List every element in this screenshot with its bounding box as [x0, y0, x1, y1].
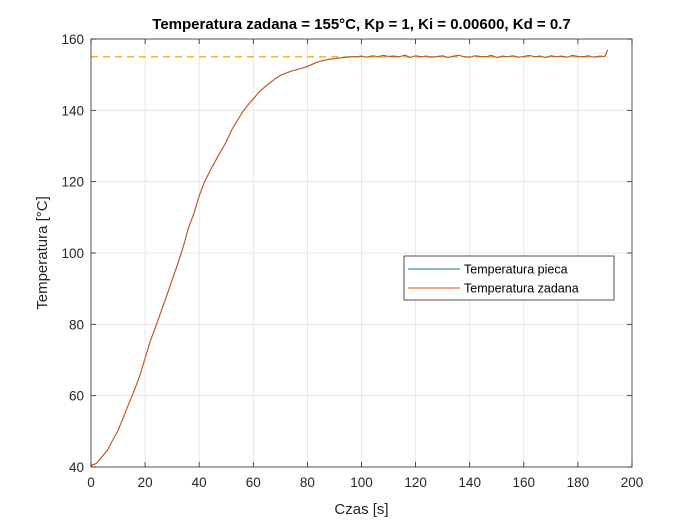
legend: Temperatura pieca Temperatura zadana [403, 255, 615, 301]
x-axis-title: Czas [s] [334, 501, 388, 518]
x-tick-label-60: 60 [246, 475, 261, 490]
x-tick-label-140: 140 [458, 475, 481, 490]
y-axis-title: Temperatura [°C] [34, 196, 51, 310]
ticks: 0 20 40 60 80 100 120 140 160 180 200 40 60 80 100 120 1… [61, 32, 643, 490]
x-tick-label-100: 100 [350, 475, 373, 490]
x-tick-label-200: 200 [621, 475, 644, 490]
x-tick-label-120: 120 [404, 475, 427, 490]
legend-box [403, 255, 615, 301]
legend-label-temperatura-pieca: Temperatura pieca [464, 263, 568, 277]
grid [91, 39, 632, 467]
series-layer [90, 49, 609, 467]
y-tick-label-40: 40 [69, 460, 84, 475]
y-tick-label-80: 80 [69, 317, 84, 332]
chart-title: Temperatura zadana = 155°C, Kp = 1, Ki =… [152, 16, 570, 33]
y-tick-label-160: 160 [61, 32, 84, 47]
x-tick-label-180: 180 [567, 475, 590, 490]
y-tick-label-120: 120 [61, 175, 84, 190]
y-tick-label-60: 60 [69, 389, 84, 404]
x-tick-label-40: 40 [192, 475, 207, 490]
x-tick-label-160: 160 [513, 475, 536, 490]
y-tick-label-140: 140 [61, 103, 84, 118]
x-tick-label-20: 20 [138, 475, 153, 490]
legend-label-temperatura-zadana: Temperatura zadana [464, 282, 579, 296]
series-line-temperatura-zadana [90, 49, 609, 467]
x-tick-label-0: 0 [87, 475, 95, 490]
x-tick-label-80: 80 [300, 475, 315, 490]
y-tick-label-100: 100 [61, 246, 84, 261]
